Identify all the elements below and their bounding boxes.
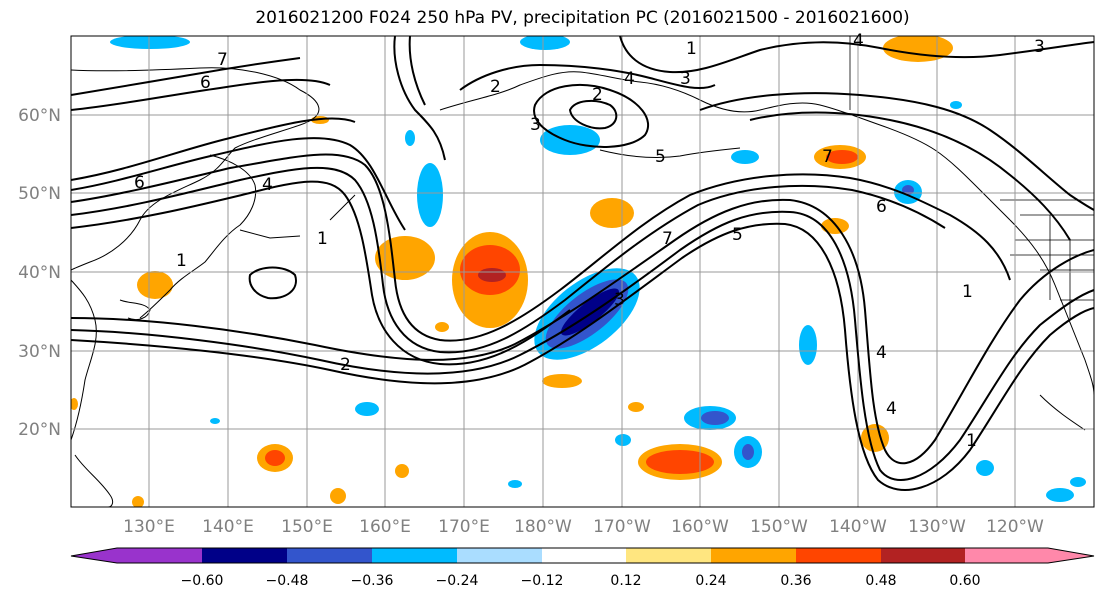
- contour-label: 3: [530, 115, 541, 135]
- lon-label: 140°E: [202, 517, 254, 537]
- colorbar-tick-label: 0.60: [949, 573, 980, 589]
- contour-label: 3: [1034, 37, 1045, 57]
- contour-label: 1: [686, 39, 697, 59]
- contour-label: 4: [876, 343, 887, 363]
- colorbar-tick-label: −0.12: [521, 573, 564, 589]
- colorbar: [70, 547, 1095, 564]
- contour-label: 4: [853, 31, 864, 51]
- lon-label: 160°W: [671, 517, 729, 537]
- colorbar-tick-label: −0.48: [266, 573, 309, 589]
- colorbar-segment: [881, 548, 965, 563]
- lon-label: 160°E: [359, 517, 411, 537]
- colorbar-segment: [796, 548, 881, 563]
- lon-label: 170°E: [438, 517, 490, 537]
- contour-label: 1: [966, 431, 977, 451]
- lon-label: 170°W: [593, 517, 651, 537]
- lon-label: 150°E: [281, 517, 333, 537]
- contour-label: 5: [732, 225, 743, 245]
- colorbar-ticks: −0.60 −0.48 −0.36 −0.24 −0.12 0.12 0.24 …: [181, 573, 981, 589]
- map-title: 2016021200 F024 250 hPa PV, precipitatio…: [255, 8, 910, 28]
- colorbar-segment: [287, 548, 372, 563]
- lon-label: 140°W: [829, 517, 887, 537]
- contour-label: 6: [134, 173, 145, 193]
- lat-label: 30°N: [18, 342, 61, 362]
- lon-label: 130°E: [123, 517, 175, 537]
- colorbar-tick-label: −0.60: [181, 573, 224, 589]
- pv-contours: [71, 36, 1094, 491]
- contour-label: 2: [592, 85, 603, 105]
- contour-label: 7: [822, 147, 833, 167]
- colorbar-tick-label: −0.24: [436, 573, 479, 589]
- lat-label: 20°N: [18, 420, 61, 440]
- colorbar-tick-label: 0.24: [695, 573, 726, 589]
- colorbar-tick-label: −0.36: [351, 573, 394, 589]
- lon-label: 150°W: [750, 517, 808, 537]
- precip-shading-positive: [71, 36, 953, 507]
- coastlines: [71, 67, 1094, 507]
- colorbar-segment: [457, 548, 542, 563]
- colorbar-segment: [626, 548, 711, 563]
- colorbar-segment: [1048, 548, 1094, 563]
- contour-labels: 7 6 6 4 1 1 2 2 3 2 4 3 1 4 3 5 7 5 7 6 …: [134, 31, 1045, 451]
- colorbar-segment: [71, 548, 117, 563]
- colorbar-segment: [711, 548, 796, 563]
- contour-label: 1: [962, 282, 973, 302]
- contour-label: 1: [317, 229, 328, 249]
- colorbar-tick-label: 0.12: [610, 573, 641, 589]
- contour-label: 3: [680, 69, 691, 89]
- contour-label: 4: [886, 399, 897, 419]
- contour-label: 2: [490, 77, 501, 97]
- contour-label: 4: [262, 175, 273, 195]
- plot-frame: [70, 35, 1095, 508]
- lat-axis-labels: 20°N 30°N 40°N 50°N 60°N: [18, 106, 61, 440]
- colorbar-segment: [117, 548, 202, 563]
- lon-label: 180°W: [514, 517, 572, 537]
- lat-label: 40°N: [18, 263, 61, 283]
- contour-label: 6: [876, 197, 887, 217]
- contour-label: 7: [662, 229, 673, 249]
- lat-label: 60°N: [18, 106, 61, 126]
- lon-axis-labels: 130°E 140°E 150°E 160°E 170°E 180°W 170°…: [123, 517, 1044, 537]
- lat-label: 50°N: [18, 184, 61, 204]
- graticule: [71, 36, 1094, 507]
- contour-label: 2: [340, 355, 351, 375]
- colorbar-segment: [372, 548, 457, 563]
- borders: [849, 36, 1094, 320]
- colorbar-segment: [202, 548, 287, 563]
- contour-label: 7: [217, 50, 228, 70]
- contour-label: 6: [200, 73, 211, 93]
- contour-label: 4: [624, 69, 635, 89]
- colorbar-tick-label: 0.48: [865, 573, 896, 589]
- contour-label: 1: [176, 251, 187, 271]
- contour-label: 5: [655, 147, 666, 167]
- colorbar-segment: [542, 548, 626, 563]
- lon-label: 130°W: [908, 517, 966, 537]
- colorbar-outline: [70, 547, 1095, 564]
- colorbar-tick-label: 0.36: [780, 573, 811, 589]
- colorbar-segment: [965, 548, 1048, 563]
- lon-label: 120°W: [986, 517, 1044, 537]
- contour-label: 3: [614, 290, 625, 310]
